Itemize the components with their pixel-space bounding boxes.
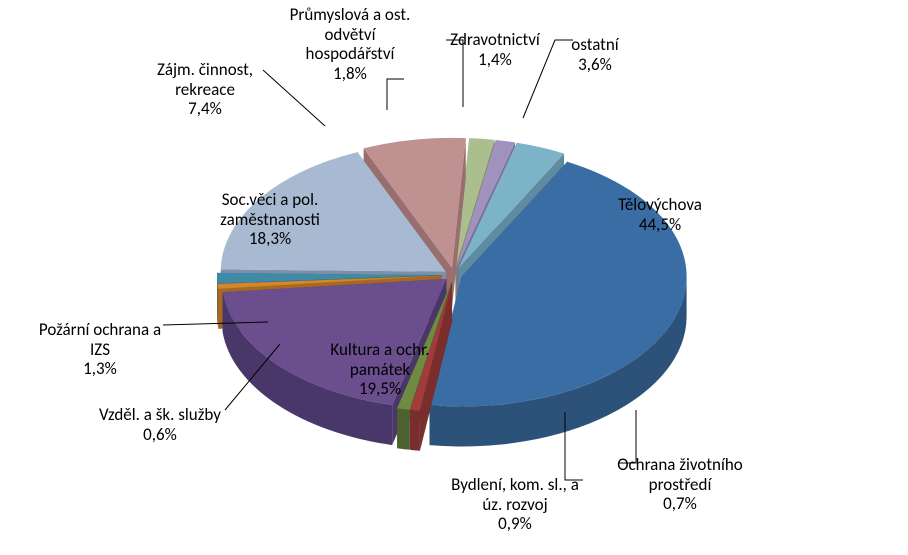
pie-svg	[0, 0, 908, 555]
slice-outer-wall	[410, 410, 420, 451]
slice-label: Ochrana životního prostředí 0,7%	[617, 455, 743, 514]
slice-label: Požární ochrana a IZS 1,3%	[39, 320, 161, 379]
slice-label: Kultura a ochr. památek 19,5%	[330, 340, 429, 399]
pie-chart-3d: Tělovýchova 44,5% Ochrana životního prost…	[0, 0, 908, 555]
slice-label: Vzděl. a šk. služby 0,6%	[99, 405, 221, 444]
slice-label: Průmyslová a ost. odvětví hospodářství 1…	[290, 5, 411, 83]
slice-outer-wall	[218, 284, 219, 329]
slice-label: Zájm. činnost, rekreace 7,4%	[157, 60, 253, 119]
slice-outer-wall	[397, 408, 409, 450]
slice-label: Tělovýchova 44,5%	[618, 195, 702, 234]
slice-label: Soc.věci a pol. zaměstnanosti 18,3%	[220, 190, 320, 249]
slice-label: Zdravotnictví 1,4%	[450, 30, 540, 69]
slice-label: ostatní 3,6%	[571, 35, 618, 74]
leader-line	[387, 79, 404, 110]
slice-label: Bydlení, kom. sl., a úz. rozvoj 0,9%	[451, 475, 579, 534]
